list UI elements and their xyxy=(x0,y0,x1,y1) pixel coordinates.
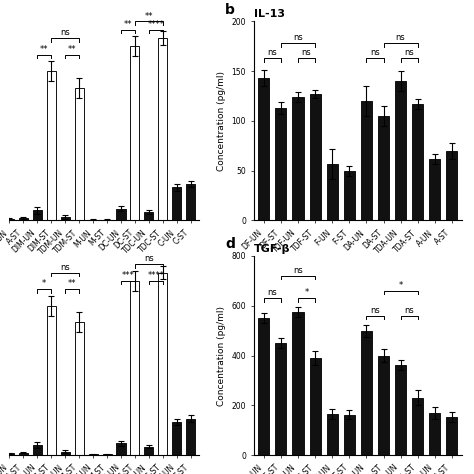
Bar xyxy=(344,171,355,220)
Bar xyxy=(130,281,139,455)
Bar xyxy=(292,312,303,455)
Bar xyxy=(447,417,457,455)
Text: IL-13: IL-13 xyxy=(254,9,284,19)
Bar xyxy=(275,108,286,220)
Text: *: * xyxy=(304,289,309,298)
Y-axis label: Concentration (pg/ml): Concentration (pg/ml) xyxy=(217,71,226,171)
Bar xyxy=(89,454,98,455)
Text: *: * xyxy=(399,281,403,290)
Bar xyxy=(310,358,321,455)
Bar xyxy=(429,413,440,455)
Text: ns: ns xyxy=(302,48,311,57)
Bar xyxy=(75,322,84,455)
Bar xyxy=(361,331,372,455)
Text: d: d xyxy=(225,237,235,251)
Bar xyxy=(378,356,389,455)
Text: ns: ns xyxy=(404,48,414,57)
Text: ns: ns xyxy=(293,266,303,275)
Text: ns: ns xyxy=(60,263,70,272)
Bar xyxy=(102,219,111,220)
Bar xyxy=(33,445,42,455)
Y-axis label: Concentration (pg/ml): Concentration (pg/ml) xyxy=(217,306,226,405)
Bar xyxy=(117,209,126,220)
Bar xyxy=(172,422,182,455)
Bar xyxy=(102,454,111,455)
Bar xyxy=(344,415,355,455)
Text: ns: ns xyxy=(144,255,154,264)
Bar xyxy=(378,116,389,220)
Text: ns: ns xyxy=(293,34,303,43)
Bar xyxy=(47,306,56,455)
Bar xyxy=(5,453,14,455)
Text: ns: ns xyxy=(404,306,414,315)
Text: ****: **** xyxy=(147,271,164,280)
Bar xyxy=(327,164,338,220)
Bar xyxy=(395,81,406,220)
Text: ***: *** xyxy=(122,271,134,280)
Text: **: ** xyxy=(40,45,48,54)
Bar xyxy=(145,447,154,455)
Bar xyxy=(447,151,457,220)
Bar xyxy=(429,159,440,220)
Bar xyxy=(258,318,269,455)
Text: ns: ns xyxy=(60,28,70,37)
Bar xyxy=(186,419,195,455)
Text: *: * xyxy=(42,279,46,288)
Bar xyxy=(33,210,42,220)
Text: **: ** xyxy=(68,45,76,54)
Text: TGF-β: TGF-β xyxy=(254,244,290,254)
Text: ns: ns xyxy=(267,289,277,298)
Bar xyxy=(130,46,139,220)
Text: **: ** xyxy=(124,20,132,29)
Text: ns: ns xyxy=(370,48,380,57)
Bar xyxy=(61,452,70,455)
Text: **: ** xyxy=(145,11,153,20)
Bar xyxy=(275,343,286,455)
Text: ns: ns xyxy=(396,34,405,43)
Bar xyxy=(158,273,167,455)
Bar xyxy=(61,217,70,220)
Bar xyxy=(19,218,28,220)
Bar xyxy=(75,88,84,220)
Bar xyxy=(412,398,423,455)
Text: b: b xyxy=(225,2,235,17)
Bar xyxy=(292,97,303,220)
Bar xyxy=(327,414,338,455)
Bar xyxy=(47,71,56,220)
Bar xyxy=(172,187,182,220)
Bar xyxy=(19,453,28,455)
Text: ns: ns xyxy=(370,306,380,315)
Bar xyxy=(145,212,154,220)
Bar xyxy=(89,219,98,220)
Bar xyxy=(395,365,406,455)
Text: ns: ns xyxy=(267,48,277,57)
Bar xyxy=(5,219,14,220)
Bar xyxy=(117,444,126,455)
Bar xyxy=(258,78,269,220)
Text: ****: **** xyxy=(147,20,164,29)
Bar xyxy=(158,38,167,220)
Bar xyxy=(361,101,372,220)
Text: **: ** xyxy=(68,279,76,288)
Bar xyxy=(310,94,321,220)
Bar xyxy=(412,104,423,220)
Bar xyxy=(186,184,195,220)
